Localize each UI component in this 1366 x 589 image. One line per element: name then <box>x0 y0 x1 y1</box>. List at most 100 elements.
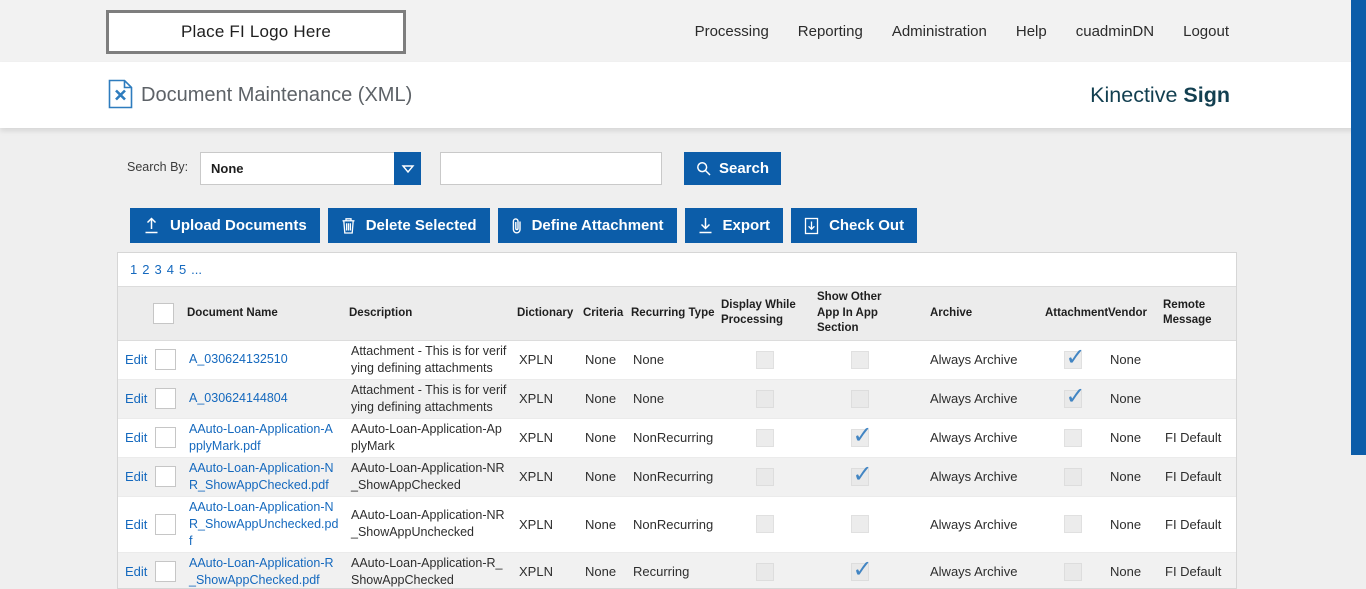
document-name-link[interactable]: AAuto-Loan-Application-R_ShowAppChecked.… <box>189 555 334 587</box>
row-checkbox[interactable] <box>155 513 176 535</box>
show-other-app-checkbox-cell <box>813 379 906 419</box>
search-input[interactable] <box>440 152 662 185</box>
column-header-vendor: Vendor <box>1104 286 1159 341</box>
pagination: 1 2 3 4 5 ... <box>118 253 1236 286</box>
document-name-link[interactable]: AAuto-Loan-Application-NR_ShowAppChecked… <box>189 460 334 492</box>
upload-documents-button[interactable]: Upload Documents <box>130 208 320 243</box>
display-while-processing-checkbox <box>756 428 774 447</box>
column-header-display-while-processing: Display While Processing <box>717 286 813 341</box>
criteria-cell: None <box>579 418 627 458</box>
nav-item-user-cuadmindn[interactable]: cuadminDN <box>1075 22 1155 40</box>
show-other-app-checkbox <box>850 515 869 534</box>
edit-link[interactable]: Edit <box>125 430 148 446</box>
attachment-checkbox <box>1063 562 1082 581</box>
document-name-cell: AAuto-Loan-Application-R_ShowAppChecked.… <box>183 552 345 588</box>
attachment-checkbox: ✓ <box>1063 345 1086 369</box>
upload-icon <box>143 217 160 234</box>
dictionary-cell: XPLN <box>513 552 579 588</box>
attachment-checkbox-cell <box>1041 457 1104 497</box>
document-name-link[interactable]: AAuto-Loan-Application-ApplyMark.pdf <box>189 421 333 453</box>
attachment-checkbox-cell: ✓ <box>1041 379 1104 419</box>
page-title: Document Maintenance (XML) <box>141 84 413 106</box>
chevron-down-icon[interactable] <box>394 152 421 185</box>
brand-name: Kinective <box>1090 83 1178 107</box>
remote-message-cell: FI Default <box>1159 418 1236 458</box>
show-other-app-checkbox: ✓ <box>850 557 873 581</box>
document-name-link[interactable]: AAuto-Loan-Application-NR_ShowAppUncheck… <box>189 499 339 548</box>
check-icon: ✓ <box>852 460 873 488</box>
document-name-cell: A_030624144804 <box>183 379 345 419</box>
nav-item-reporting[interactable]: Reporting <box>797 22 863 40</box>
vendor-cell: None <box>1104 418 1159 458</box>
nav-item-help[interactable]: Help <box>1015 22 1047 40</box>
document-name-cell: A_030624132510 <box>183 340 345 380</box>
nav-item-processing[interactable]: Processing <box>694 22 769 40</box>
select-cell <box>149 340 183 380</box>
row-checkbox[interactable] <box>155 466 176 488</box>
display-while-processing-checkbox <box>756 515 774 534</box>
page-link-more[interactable]: ... <box>191 262 203 277</box>
edit-link[interactable]: Edit <box>125 352 148 368</box>
row-checkbox[interactable] <box>155 388 176 410</box>
table-row: Edit AAuto-Loan-Application-ApplyMark.pdf… <box>118 418 1236 458</box>
criteria-cell: None <box>579 379 627 419</box>
column-header-show-other-app: Show Other App In App Section <box>813 286 906 341</box>
check-icon: ✓ <box>1065 382 1086 410</box>
row-checkbox[interactable] <box>155 427 176 449</box>
recurring-type-cell: NonRecurring <box>627 418 717 458</box>
checkout-document-icon <box>804 217 819 235</box>
table-row: Edit A_030624132510 Attachment - This is f… <box>118 340 1236 380</box>
edit-link[interactable]: Edit <box>125 391 148 407</box>
attachment-checkbox <box>1063 467 1082 486</box>
scrollbar-thumb[interactable] <box>1351 0 1366 455</box>
page-link-1[interactable]: 1 <box>130 262 138 277</box>
column-header-remote-message: Remote Message <box>1159 286 1236 341</box>
page-link-2[interactable]: 2 <box>142 262 150 277</box>
show-other-app-checkbox: ✓ <box>850 462 873 486</box>
document-name-cell: AAuto-Loan-Application-NR_ShowAppChecked… <box>183 457 345 497</box>
export-button[interactable]: Export <box>684 208 784 243</box>
define-attachment-button[interactable]: Define Attachment <box>497 208 677 243</box>
nav-item-administration[interactable]: Administration <box>891 22 987 40</box>
document-name-link[interactable]: A_030624144804 <box>189 391 288 406</box>
search-icon <box>696 161 712 177</box>
nav-item-logout[interactable]: Logout <box>1183 22 1229 40</box>
display-while-processing-checkbox-cell <box>717 552 813 588</box>
select-all-checkbox[interactable] <box>153 302 174 324</box>
attachment-checkbox <box>1063 515 1082 534</box>
page-link-4[interactable]: 4 <box>166 262 174 277</box>
search-button[interactable]: Search <box>684 152 781 185</box>
display-while-processing-checkbox-cell <box>717 379 813 419</box>
fi-logo-text: Place FI Logo Here <box>180 22 332 41</box>
delete-selected-label: Delete Selected <box>365 217 477 234</box>
document-name-link[interactable]: A_030624132510 <box>189 352 288 367</box>
edit-link[interactable]: Edit <box>125 516 148 532</box>
recurring-type-cell: NonRecurring <box>627 457 717 497</box>
row-checkbox[interactable] <box>155 349 176 371</box>
page-link-5[interactable]: 5 <box>178 262 187 277</box>
description-text: Attachment - This is for verifying defin… <box>351 382 507 414</box>
document-name-cell: AAuto-Loan-Application-NR_ShowAppUncheck… <box>183 496 345 553</box>
page-link-3[interactable]: 3 <box>154 262 162 277</box>
title-band: Document Maintenance (XML) Kinective Sig… <box>0 62 1366 128</box>
show-other-app-checkbox-cell: ✓ <box>813 457 906 497</box>
show-other-app-checkbox-cell <box>813 496 906 553</box>
description-cell: AAuto-Loan-Application-NR_ShowAppChecked <box>345 457 513 497</box>
row-checkbox[interactable] <box>155 561 176 583</box>
table-row: Edit AAuto-Loan-Application-R_ShowAppChec… <box>118 552 1236 588</box>
attachment-checkbox-cell <box>1041 496 1104 553</box>
delete-selected-button[interactable]: Delete Selected <box>327 208 490 243</box>
show-other-app-checkbox-cell: ✓ <box>813 418 906 458</box>
search-by-select[interactable]: None <box>200 152 421 185</box>
edit-link[interactable]: Edit <box>125 469 148 485</box>
criteria-cell: None <box>579 552 627 588</box>
export-label: Export <box>722 217 771 234</box>
description-cell: AAuto-Loan-Application-R_ShowAppChecked <box>345 552 513 588</box>
edit-cell: Edit <box>118 379 149 419</box>
edit-link[interactable]: Edit <box>125 564 148 580</box>
vendor-cell: None <box>1104 340 1159 380</box>
attachment-checkbox-cell: ✓ <box>1041 340 1104 380</box>
criteria-cell: None <box>579 457 627 497</box>
check-out-button[interactable]: Check Out <box>791 208 918 243</box>
trash-icon <box>341 217 356 234</box>
